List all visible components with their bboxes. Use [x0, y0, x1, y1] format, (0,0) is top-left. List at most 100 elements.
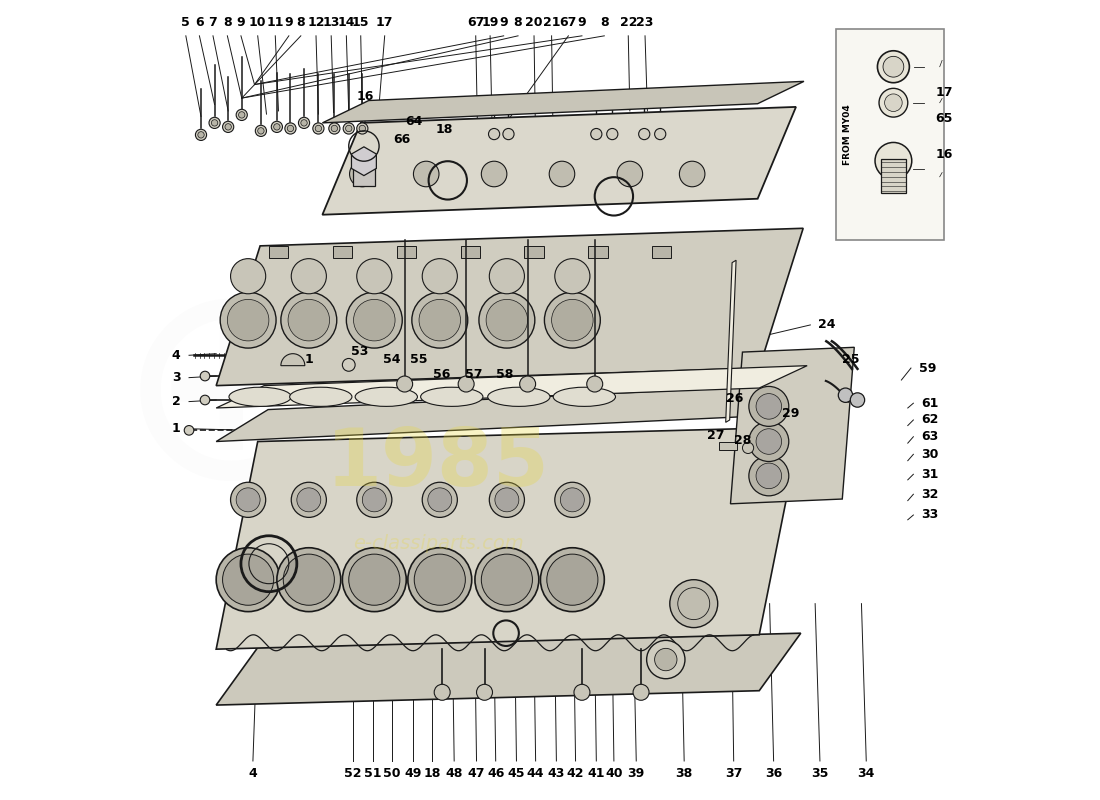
Text: 13: 13: [322, 17, 340, 30]
Text: 29: 29: [782, 407, 799, 420]
Text: 28: 28: [734, 434, 751, 447]
FancyBboxPatch shape: [268, 246, 288, 258]
Text: 5: 5: [182, 17, 190, 30]
Circle shape: [222, 122, 233, 133]
Circle shape: [883, 56, 904, 77]
Circle shape: [236, 488, 260, 512]
Text: 18: 18: [424, 767, 440, 780]
Text: 30: 30: [922, 448, 938, 461]
Circle shape: [434, 684, 450, 700]
Text: 51: 51: [364, 767, 382, 780]
Text: 2: 2: [172, 395, 180, 408]
Text: 17: 17: [376, 17, 394, 30]
Polygon shape: [322, 82, 804, 123]
Circle shape: [200, 371, 210, 381]
Polygon shape: [730, 347, 855, 504]
Circle shape: [280, 292, 337, 348]
Circle shape: [878, 50, 910, 82]
Text: 67: 67: [560, 17, 578, 30]
Circle shape: [272, 122, 283, 133]
Text: 27: 27: [706, 429, 724, 442]
Circle shape: [196, 130, 207, 141]
Circle shape: [495, 488, 519, 512]
Circle shape: [342, 358, 355, 371]
Circle shape: [415, 554, 465, 606]
Circle shape: [362, 488, 386, 512]
Text: 36: 36: [764, 767, 782, 780]
Circle shape: [350, 162, 375, 186]
Text: 15: 15: [352, 17, 370, 30]
Circle shape: [316, 126, 321, 132]
Circle shape: [288, 299, 330, 341]
Text: 1: 1: [305, 353, 314, 366]
Circle shape: [482, 554, 532, 606]
Text: 9: 9: [499, 17, 508, 30]
Circle shape: [742, 442, 754, 454]
Circle shape: [838, 388, 853, 402]
Text: 45: 45: [508, 767, 525, 780]
Circle shape: [222, 554, 274, 606]
Circle shape: [277, 548, 341, 612]
Text: 8: 8: [297, 17, 305, 30]
Text: 8: 8: [600, 17, 608, 30]
Text: 7: 7: [209, 17, 218, 30]
Circle shape: [292, 482, 327, 518]
Text: 32: 32: [922, 488, 938, 501]
Text: 58: 58: [496, 368, 514, 381]
Text: 24: 24: [818, 318, 836, 331]
Circle shape: [274, 124, 280, 130]
Circle shape: [634, 684, 649, 700]
Text: 8: 8: [223, 17, 232, 30]
Circle shape: [414, 162, 439, 186]
Text: 65: 65: [936, 111, 953, 125]
Text: 62: 62: [922, 414, 938, 426]
Circle shape: [345, 126, 352, 132]
FancyBboxPatch shape: [461, 246, 480, 258]
Text: 9: 9: [578, 17, 586, 30]
Ellipse shape: [487, 387, 550, 406]
Circle shape: [231, 482, 266, 518]
Text: 52: 52: [344, 767, 362, 780]
Text: 11: 11: [266, 17, 284, 30]
Polygon shape: [217, 384, 811, 442]
Text: ⊕: ⊕: [114, 265, 346, 535]
Text: 31: 31: [922, 468, 938, 481]
Circle shape: [670, 580, 717, 628]
Circle shape: [647, 640, 685, 678]
Circle shape: [639, 129, 650, 140]
Circle shape: [329, 123, 340, 134]
Text: 9: 9: [285, 17, 294, 30]
Circle shape: [353, 299, 395, 341]
Circle shape: [297, 488, 321, 512]
Circle shape: [554, 258, 590, 294]
Circle shape: [482, 162, 507, 186]
Text: 22: 22: [619, 17, 637, 30]
Circle shape: [749, 456, 789, 496]
Circle shape: [490, 258, 525, 294]
FancyBboxPatch shape: [353, 162, 375, 186]
Text: 42: 42: [566, 767, 584, 780]
Circle shape: [554, 482, 590, 518]
Circle shape: [884, 94, 902, 111]
Text: 67: 67: [468, 17, 484, 30]
Circle shape: [551, 299, 593, 341]
Circle shape: [560, 488, 584, 512]
Circle shape: [228, 299, 268, 341]
Circle shape: [519, 376, 536, 392]
Text: 41: 41: [587, 767, 605, 780]
Circle shape: [184, 426, 194, 435]
Text: 1985: 1985: [327, 425, 550, 503]
Text: 57: 57: [464, 368, 482, 381]
Text: 4: 4: [172, 349, 180, 362]
Text: 63: 63: [922, 430, 938, 443]
Circle shape: [478, 292, 535, 348]
Circle shape: [346, 292, 403, 348]
FancyBboxPatch shape: [881, 159, 906, 193]
Circle shape: [574, 684, 590, 700]
Text: 8: 8: [514, 17, 522, 30]
Text: 49: 49: [404, 767, 421, 780]
Text: 26: 26: [726, 392, 744, 405]
Circle shape: [231, 258, 266, 294]
Circle shape: [419, 299, 461, 341]
Text: 48: 48: [446, 767, 463, 780]
